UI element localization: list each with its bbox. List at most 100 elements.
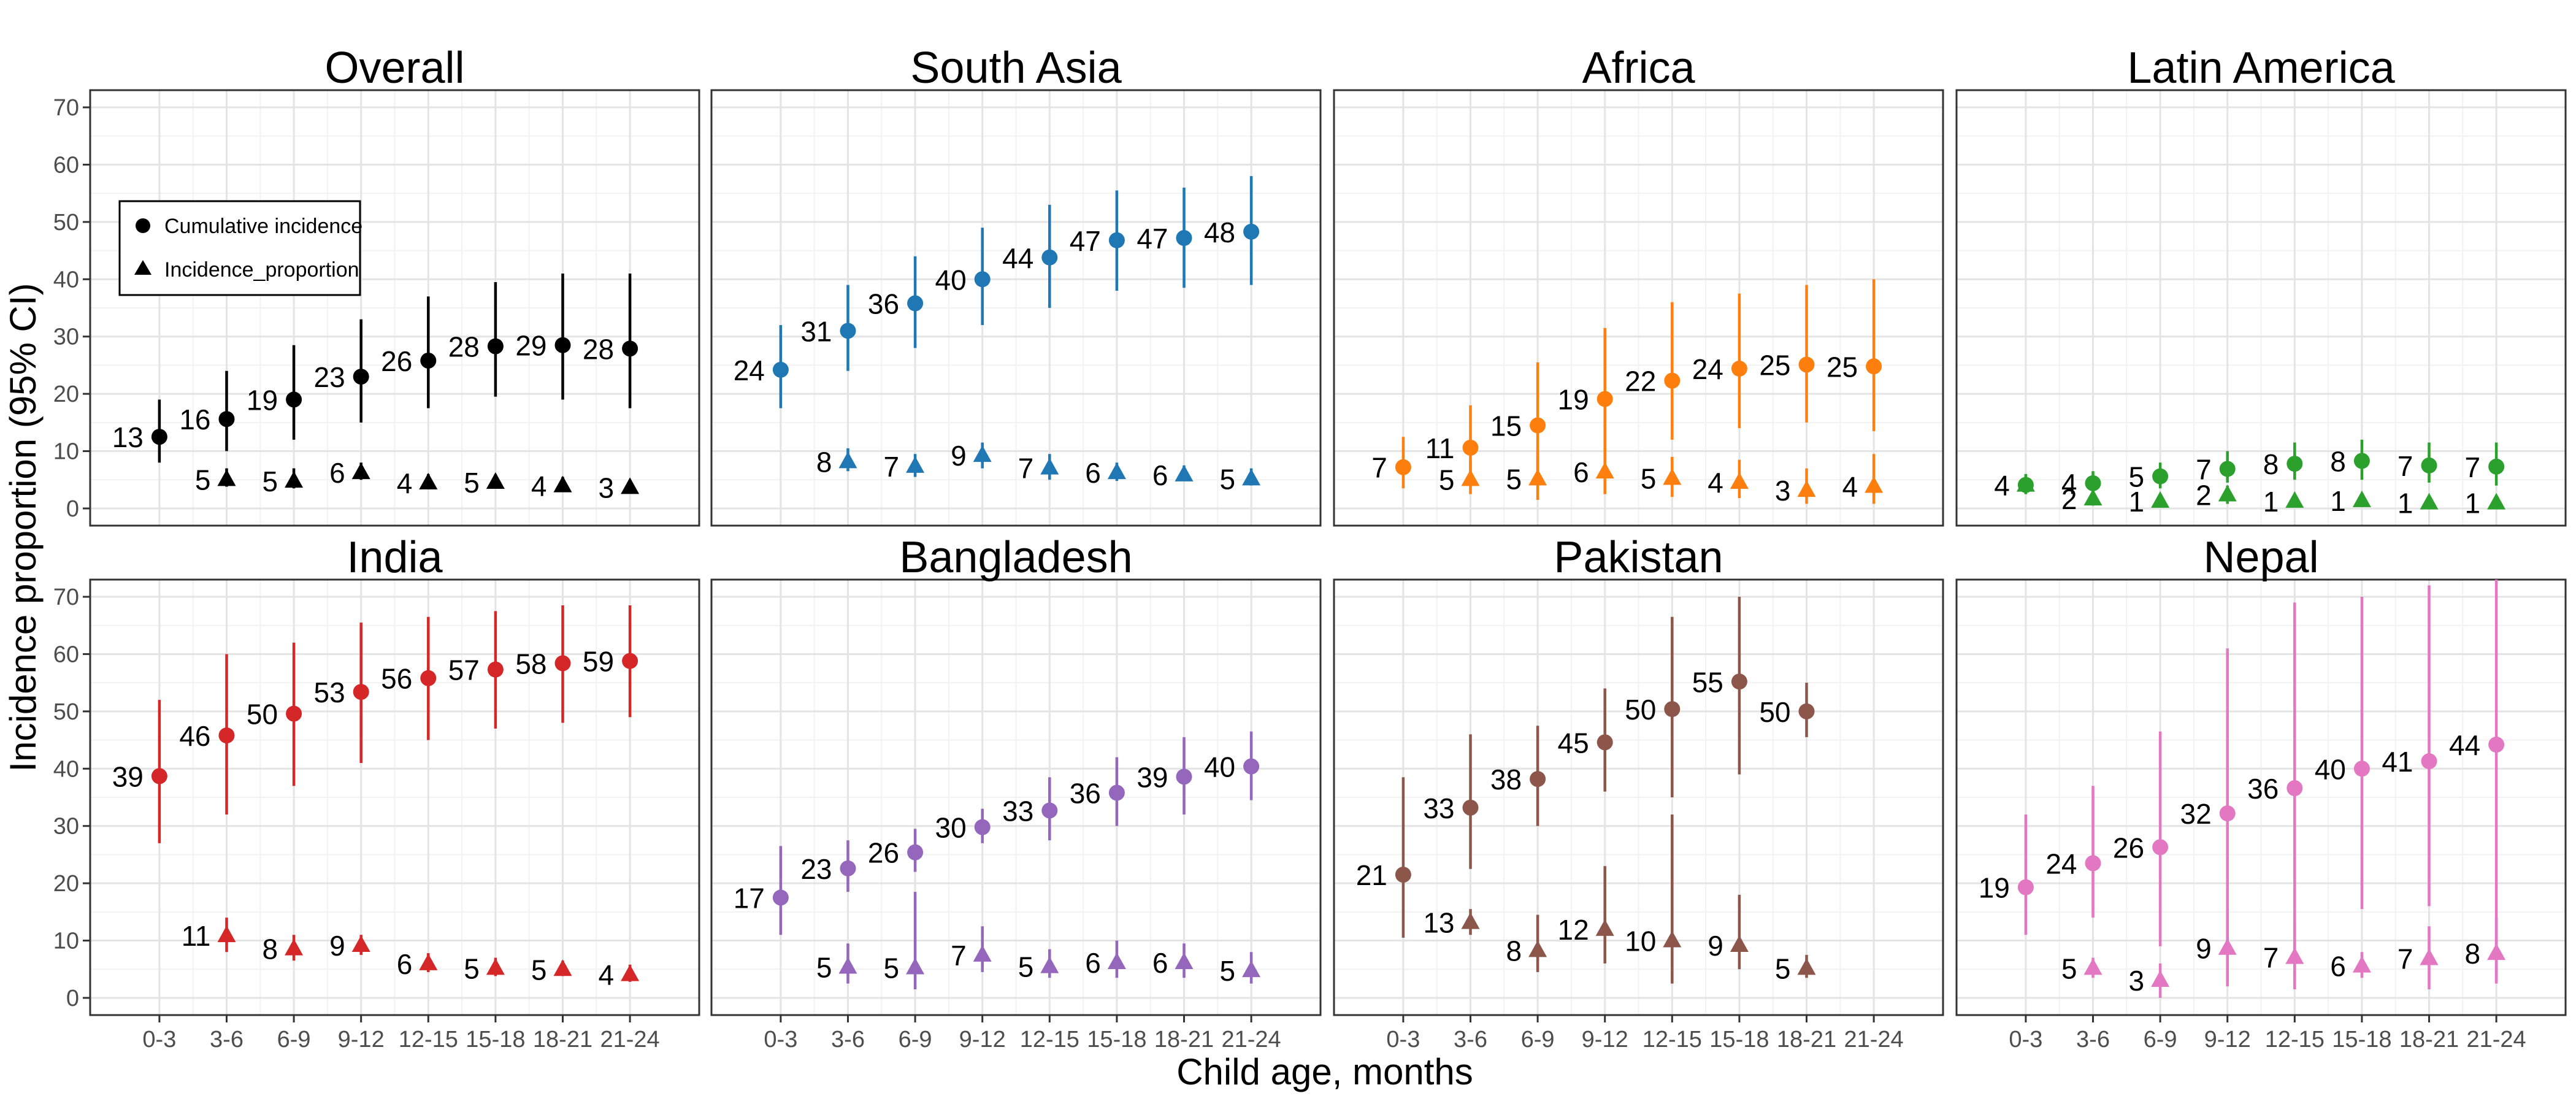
x-tick-label: 21-24 [2467,1027,2526,1052]
data-label: 6 [1152,459,1168,491]
data-point [1040,956,1059,973]
data-point [218,727,235,744]
data-point [353,369,369,385]
data-point [973,445,992,462]
y-tick-label: 30 [53,814,79,840]
data-point [1395,867,1411,883]
data-point [2420,493,2439,510]
data-label: 7 [2398,943,2413,975]
data-point [1798,356,1815,373]
data-point [2085,475,2101,491]
series-incidence-proportion: 13 8 12 10 9 5 [1423,815,1816,984]
x-tick-label: 18-21 [1154,1027,1214,1052]
data-point [486,472,505,489]
data-label: 46 [179,720,210,752]
data-point [2421,753,2437,770]
data-label: 5 [1439,464,1455,496]
data-label: 47 [1070,225,1101,257]
data-point [1797,480,1816,497]
data-label: 38 [1490,764,1522,795]
data-label: 40 [935,264,967,296]
data-point [1528,469,1547,486]
data-label: 24 [1692,353,1723,385]
data-point [1041,802,1058,819]
data-label: 39 [112,761,144,792]
data-label: 19 [1979,872,2010,904]
x-tick-label: 9-12 [338,1027,385,1052]
x-tick-label: 15-18 [466,1027,525,1052]
data-label: 17 [734,882,765,914]
data-point [2487,943,2506,960]
data-point [1663,468,1682,485]
data-point [1461,469,1480,486]
y-tick-label: 10 [53,929,79,954]
data-point [218,411,235,427]
panel-border [710,89,1322,527]
y-tick-label: 60 [53,152,79,178]
x-tick-label: 3-6 [210,1027,243,1052]
series-cumulative-incidence: 7 11 15 19 22 24 25 25 [1371,279,1882,489]
data-label: 6 [2330,951,2346,983]
data-point [1530,771,1546,788]
data-point [973,945,992,962]
data-label: 6 [329,457,345,489]
data-point [286,391,302,408]
data-point [2488,458,2505,475]
y-tick-label: 30 [53,324,79,350]
series-cumulative-incidence: 21 33 38 45 50 55 50 [1356,597,1815,938]
data-point [2287,780,2303,797]
x-tick-label: 15-18 [2332,1027,2391,1052]
data-label: 4 [2061,468,2077,500]
data-point [2219,461,2236,477]
data-point [1175,464,1194,481]
data-point [840,323,856,339]
x-tick-label: 6-9 [1521,1027,1555,1052]
x-tick-label: 21-24 [1222,1027,1281,1052]
data-label: 4 [397,467,413,499]
data-point [2420,948,2439,965]
panel-title: South Asia [910,44,1122,93]
data-point [2218,485,2237,502]
data-label: 56 [381,663,412,695]
data-label: 50 [1759,696,1790,728]
data-label: 5 [464,953,480,984]
y-tick-label: 40 [53,756,79,782]
x-tick-label: 18-21 [2399,1027,2459,1052]
data-label: 36 [868,288,899,320]
x-tick-label: 18-21 [1777,1027,1836,1052]
data-point [2287,456,2303,472]
data-label: 1 [2263,486,2279,518]
data-point [621,964,640,981]
data-label: 55 [1692,666,1723,698]
data-label: 2 [2196,480,2212,512]
data-point [1595,919,1614,936]
data-label: 7 [1371,452,1387,484]
data-label: 39 [1137,761,1168,793]
data-label: 11 [1425,432,1455,464]
data-label: 19 [1558,384,1589,416]
data-label: 8 [816,446,832,478]
data-label: 7 [2263,942,2279,974]
data-point [420,352,437,369]
data-label: 5 [531,954,547,986]
data-point [2016,475,2035,492]
x-tick-label: 12-15 [1643,1027,1702,1052]
data-label: 5 [1018,951,1034,983]
data-label: 2 [2061,483,2077,515]
data-point [2488,737,2505,753]
data-label: 7 [2196,454,2212,486]
data-label: 40 [2315,753,2346,785]
data-point [2152,839,2169,856]
series-incidence-proportion: 8 7 9 7 6 6 5 [816,440,1261,495]
data-point [1730,935,1749,953]
data-point [1040,458,1059,475]
data-label: 3 [2129,965,2145,997]
data-point [906,456,925,473]
data-label: 8 [2330,445,2346,477]
y-tick-label: 50 [53,210,79,236]
data-label: 6 [1085,457,1101,489]
data-label: 53 [314,677,345,708]
data-label: 6 [1085,947,1101,979]
panel-title: Overall [324,44,464,93]
data-label: 5 [816,952,832,984]
